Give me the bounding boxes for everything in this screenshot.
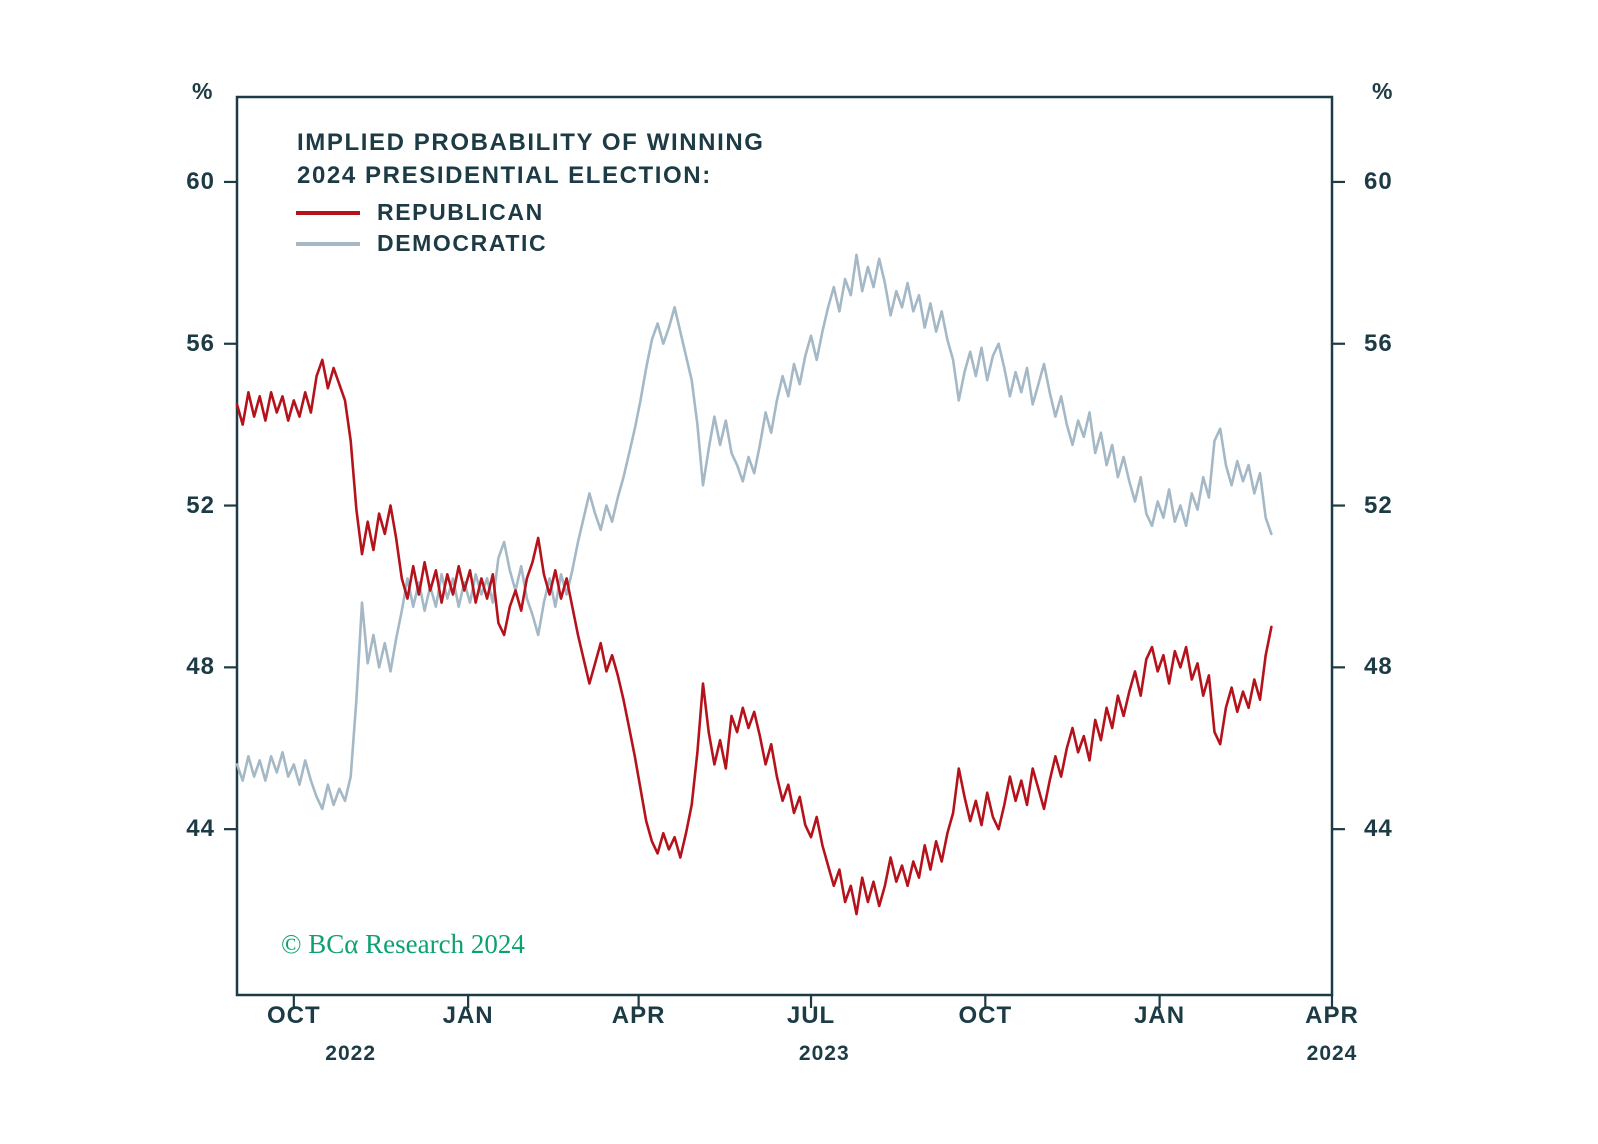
copyright-notice: © BCα Research 2024: [281, 929, 525, 959]
legend-label-republican: REPUBLICAN: [377, 199, 544, 225]
x-tick-label: JAN: [1134, 1002, 1186, 1029]
y-tick-label-left: 52: [186, 491, 215, 519]
legend: REPUBLICAN DEMOCRATIC: [296, 197, 547, 259]
chart-title-line1: IMPLIED PROBABILITY OF WINNING: [297, 129, 765, 156]
legend-label-democratic: DEMOCRATIC: [377, 230, 548, 256]
plot-border: [235, 95, 1334, 997]
chart-title: IMPLIED PROBABILITY OF WINNING 2024 PRES…: [297, 126, 765, 192]
y-tick-label-right: 44: [1364, 815, 1393, 843]
y-tick-label-left: 48: [186, 653, 215, 681]
y-tick-label-right: 60: [1364, 167, 1393, 195]
x-tick-label: APR: [1305, 1002, 1359, 1029]
y-axis-unit-right: %: [1372, 78, 1393, 104]
y-tick-label-right: 56: [1364, 329, 1393, 357]
y-tick-label-right: 52: [1364, 491, 1393, 519]
year-label: 2022: [325, 1042, 377, 1065]
y-axis-unit-left: %: [192, 78, 213, 104]
x-tick-label: OCT: [958, 1002, 1013, 1029]
y-tick-label-left: 60: [186, 167, 215, 195]
x-tick-label: JUL: [786, 1002, 836, 1029]
year-label: 2024: [1306, 1042, 1358, 1065]
x-tick-label: APR: [611, 1002, 666, 1029]
y-tick-label-right: 48: [1364, 653, 1393, 681]
legend-row-republican: REPUBLICAN: [296, 197, 547, 228]
y-tick-label-left: 44: [186, 815, 215, 843]
y-tick-label-left: 56: [186, 329, 215, 357]
year-label: 2023: [798, 1042, 850, 1065]
democratic-line: [235, 253, 1273, 811]
x-tick-label: JAN: [442, 1002, 494, 1029]
democratic-line-swatch: [296, 241, 360, 246]
x-tick-label: OCT: [266, 1002, 321, 1029]
republican-line: [235, 358, 1273, 916]
legend-row-democratic: DEMOCRATIC: [296, 228, 547, 259]
republican-line-swatch: [296, 210, 360, 215]
chart-title-line2: 2024 PRESIDENTIAL ELECTION:: [297, 162, 712, 189]
